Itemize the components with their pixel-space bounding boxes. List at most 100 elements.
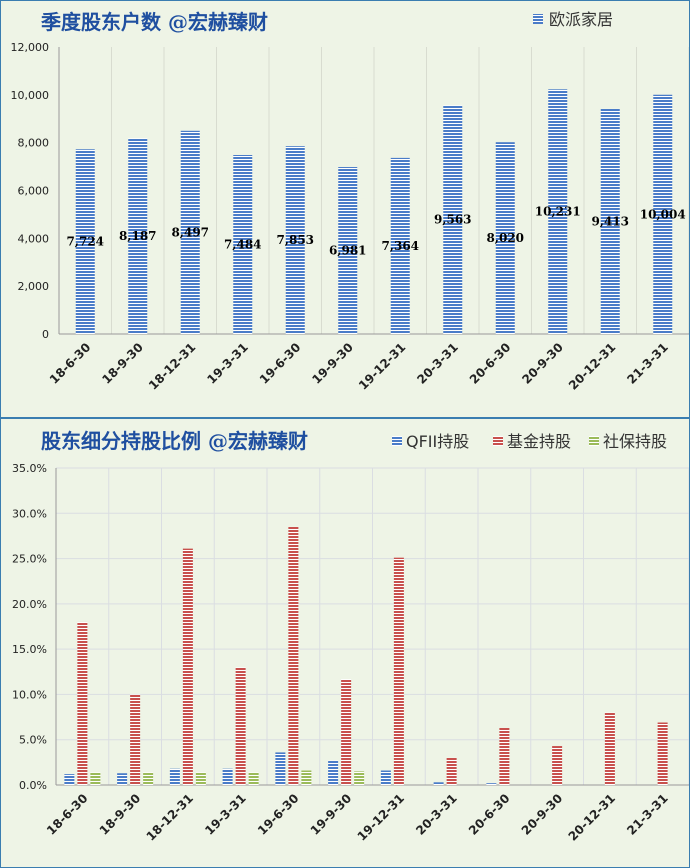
y-tick-label: 0	[42, 328, 49, 341]
x-tick-label: 20-9-30	[519, 791, 565, 837]
bar	[393, 557, 404, 785]
bar	[275, 752, 286, 785]
x-tick-label: 18-6-30	[44, 791, 90, 837]
y-tick-label: 2,000	[18, 280, 50, 293]
bar	[222, 768, 233, 785]
x-tick-label: 19-6-30	[257, 340, 303, 386]
bar	[288, 526, 299, 785]
data-label: 8,497	[171, 225, 209, 239]
legend: QFII持股 基金持股 社保持股	[392, 432, 667, 451]
x-tick-label: 20-12-31	[566, 791, 618, 843]
x-tick-label: 19-12-31	[355, 791, 407, 843]
bar	[328, 760, 339, 785]
bar	[657, 722, 668, 785]
data-label: 10,004	[640, 207, 686, 221]
shareholder-count-chart: 季度股东户数 @宏赫臻财 欧派家居 7,724 8,187 8,497 7,484 7,…	[11, 10, 689, 393]
data-label: 7,484	[224, 238, 262, 252]
shareholder-count-chart-panel: 季度股东户数 @宏赫臻财 欧派家居 7,724 8,187 8,497 7,484 7,…	[0, 0, 690, 418]
y-tick-label: 30.0%	[12, 507, 47, 520]
legend-swatch	[589, 436, 599, 446]
bar	[486, 783, 497, 785]
data-label: 8,020	[486, 231, 524, 245]
bar	[341, 679, 352, 785]
bar	[301, 770, 312, 785]
x-tick-label: 19-3-31	[204, 340, 250, 386]
y-tick-label: 12,000	[11, 41, 50, 54]
x-tick-label: 19-6-30	[255, 791, 301, 837]
x-tick-label: 18-6-30	[47, 340, 93, 386]
y-tick-label: 0.0%	[19, 779, 47, 792]
chart-title: 股东细分持股比例 @宏赫臻财	[41, 429, 308, 453]
y-tick-label: 20.0%	[12, 598, 47, 611]
bar	[75, 149, 95, 334]
data-label: 9,413	[591, 214, 629, 228]
bar	[169, 768, 180, 785]
bar	[600, 108, 620, 335]
x-tick-label: 18-9-30	[97, 791, 143, 837]
bar	[548, 89, 568, 334]
data-label: 7,853	[276, 233, 314, 247]
x-tick-label: 20-6-30	[467, 340, 513, 386]
y-tick-label: 5.0%	[19, 734, 47, 747]
bar	[128, 138, 148, 334]
legend: 欧派家居	[533, 10, 613, 29]
legend-label: QFII持股	[406, 432, 469, 451]
bar	[495, 142, 515, 334]
bar	[338, 167, 358, 334]
bar	[285, 146, 305, 334]
bar	[499, 727, 510, 785]
data-label: 6,981	[329, 244, 367, 258]
bar	[90, 772, 101, 785]
bar	[130, 694, 141, 785]
legend-swatch	[493, 436, 503, 446]
y-tick-label: 10,000	[11, 89, 50, 102]
bar	[64, 774, 75, 785]
legend-label: 基金持股	[507, 432, 571, 451]
y-tick-label: 15.0%	[12, 643, 47, 656]
y-tick-label: 35.0%	[12, 462, 47, 475]
bar	[248, 772, 259, 785]
bar	[77, 621, 88, 785]
bar	[443, 105, 463, 335]
bar	[195, 772, 206, 785]
bar	[552, 746, 563, 785]
x-tick-label: 19-9-30	[308, 791, 354, 837]
x-tick-label: 21-3-31	[624, 791, 670, 837]
x-tick-label: 18-9-30	[99, 340, 145, 386]
bar	[235, 667, 246, 785]
x-tick-label: 20-9-30	[519, 340, 565, 386]
data-label: 7,364	[381, 239, 419, 253]
bar	[433, 782, 444, 785]
x-tick-label: 20-3-31	[414, 340, 460, 386]
y-tick-label: 4,000	[18, 232, 50, 245]
data-label: 10,231	[535, 205, 581, 219]
bar	[604, 712, 615, 785]
x-tick-label: 19-3-31	[202, 791, 248, 837]
holding-ratio-chart-panel: 股东细分持股比例 @宏赫臻财 QFII持股 基金持股 社保持股 0.0% 5.0%…	[0, 418, 690, 868]
x-tick-label: 19-9-30	[309, 340, 355, 386]
bar	[390, 157, 410, 334]
x-tick-label: 20-6-30	[466, 791, 512, 837]
bar	[117, 773, 128, 785]
legend-label: 欧派家居	[549, 10, 613, 29]
x-tick-label: 18-12-31	[146, 340, 198, 392]
x-tick-label: 18-12-31	[144, 791, 196, 843]
bar	[380, 770, 391, 785]
bar	[233, 155, 253, 334]
x-tick-label: 20-3-31	[413, 791, 459, 837]
bar	[180, 130, 200, 334]
data-label: 7,724	[66, 235, 104, 249]
chart-title: 季度股东户数 @宏赫臻财	[40, 10, 268, 34]
bar	[143, 772, 154, 785]
y-tick-label: 25.0%	[12, 553, 47, 566]
holding-ratio-chart: 股东细分持股比例 @宏赫臻财 QFII持股 基金持股 社保持股 0.0% 5.0%…	[12, 429, 689, 844]
y-tick-label: 6,000	[18, 185, 50, 198]
legend-label: 社保持股	[603, 432, 667, 451]
y-tick-label: 8,000	[18, 137, 50, 150]
bar	[446, 757, 457, 785]
y-tick-label: 10.0%	[12, 688, 47, 701]
x-tick-label: 20-12-31	[566, 340, 618, 392]
x-tick-label: 21-3-31	[624, 340, 670, 386]
data-label: 9,563	[434, 213, 472, 227]
data-label: 8,187	[119, 229, 157, 243]
